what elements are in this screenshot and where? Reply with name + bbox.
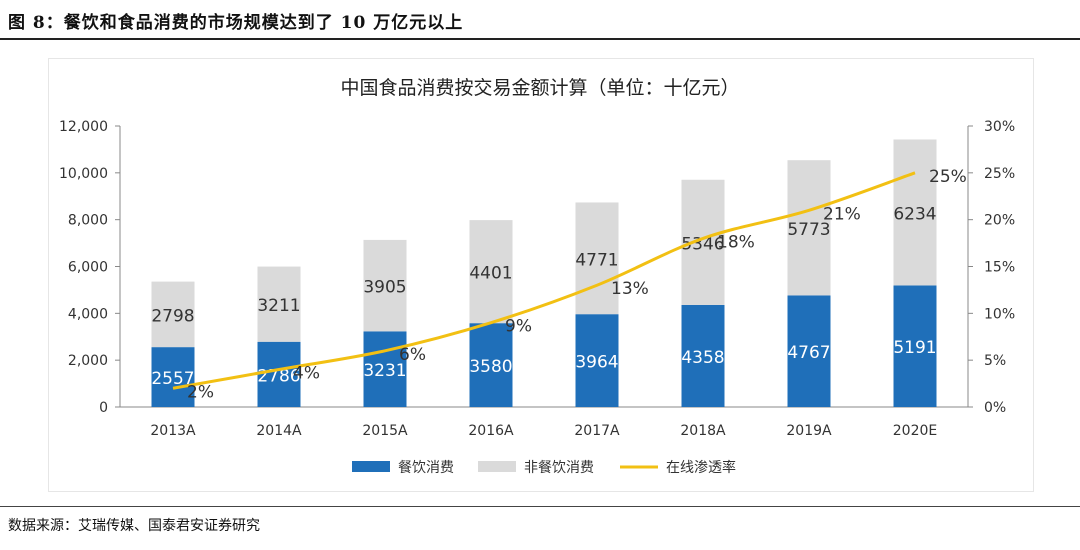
bar-non-dining-label: 4771 <box>575 250 618 270</box>
penetration-label: 21% <box>823 204 861 224</box>
penetration-label: 13% <box>611 279 649 299</box>
bar-non-dining <box>151 281 195 348</box>
left-tick-label: 0 <box>99 400 108 416</box>
chart-frame <box>48 58 1034 492</box>
x-tick-label: 2020E <box>893 423 937 439</box>
left-tick-label: 2,000 <box>68 353 108 369</box>
bar-non-dining-label: 5346 <box>681 234 724 254</box>
penetration-label: 25% <box>929 167 967 187</box>
bar-non-dining <box>469 220 513 324</box>
bar-non-dining-label: 4401 <box>469 264 512 284</box>
bar-dining-label: 3580 <box>469 357 512 377</box>
bar-non-dining-label: 3905 <box>363 278 406 298</box>
legend-swatch <box>478 461 516 472</box>
bar-dining <box>681 304 725 407</box>
bar-dining-label: 3964 <box>575 353 618 373</box>
x-tick-label: 2016A <box>468 423 514 439</box>
stacked-bar-line-chart: 中国食品消费按交易金额计算（单位：十亿元） 0 2,000 4,000 6,000 8,… <box>59 77 1015 476</box>
x-tick-label: 2015A <box>362 423 408 439</box>
right-tick-label: 0% <box>984 400 1006 416</box>
bottom-rule <box>0 506 1080 507</box>
x-tick-label: 2019A <box>786 423 832 439</box>
bar-non-dining-label: 6234 <box>893 204 936 224</box>
chart-title: 中国食品消费按交易金额计算（单位：十亿元） <box>340 77 739 99</box>
bar-non-dining <box>787 160 831 296</box>
x-tick-label: 2013A <box>150 423 196 439</box>
bar-dining-label: 3231 <box>363 361 406 381</box>
right-tick-label: 15% <box>984 260 1015 276</box>
penetration-line-path <box>172 171 916 390</box>
bar-non-dining-label: 3211 <box>257 296 300 316</box>
right-tick-label: 20% <box>984 213 1015 229</box>
legend-label: 非餐饮消费 <box>524 460 594 476</box>
bar-non-dining-label: 2798 <box>151 306 194 326</box>
right-tick-label: 10% <box>984 306 1015 322</box>
legend-swatch <box>352 461 390 472</box>
left-tick-label: 12,000 <box>59 119 108 135</box>
penetration-label: 9% <box>505 317 532 337</box>
bar-dining-label: 2557 <box>151 369 194 389</box>
legend-label: 在线渗透率 <box>666 459 736 476</box>
figure-title: 图 8：餐饮和食品消费的市场规模达到了 10 万亿元以上 <box>8 13 464 33</box>
bar-dining <box>151 347 195 407</box>
bar-dining <box>787 295 831 407</box>
source-note: 数据来源：艾瑞传媒、国泰君安证券研究 <box>8 518 260 534</box>
left-tick-label: 6,000 <box>68 260 108 276</box>
bar-non-dining <box>363 239 407 332</box>
penetration-line: 2% 4% 6% 9% 13% 18% 21% 25% <box>172 167 967 402</box>
penetration-label: 4% <box>293 364 320 384</box>
legend-label: 餐饮消费 <box>398 460 454 476</box>
x-axis-labels: 2013A 2014A 2015A 2016A 2017A 2018A 2019A 2020E <box>150 423 937 439</box>
bar-dining-label: 4358 <box>681 348 724 368</box>
bar-dining-label: 5191 <box>893 338 936 358</box>
top-rule <box>0 38 1080 40</box>
left-tick-label: 8,000 <box>68 213 108 229</box>
bar-dining <box>893 285 937 407</box>
right-tick-label: 25% <box>984 166 1015 182</box>
left-tick-label: 10,000 <box>59 166 108 182</box>
right-tick-label: 5% <box>984 353 1006 369</box>
bar-non-dining <box>575 202 619 315</box>
penetration-label: 18% <box>717 232 755 252</box>
bar-dining <box>363 331 407 407</box>
bar-non-dining-label: 5773 <box>787 220 830 240</box>
bar-dining <box>469 323 513 407</box>
penetration-label: 6% <box>399 345 426 365</box>
bar-dining <box>257 341 301 407</box>
bars: 2557279827863211323139053580440139644771… <box>151 139 937 407</box>
left-tick-label: 4,000 <box>68 306 108 322</box>
bar-dining-label: 4767 <box>787 343 830 363</box>
bar-non-dining <box>893 139 937 286</box>
right-tick-label: 30% <box>984 119 1015 135</box>
bar-non-dining <box>257 266 301 342</box>
right-axis: 0% 5% 10% 15% 20% 25% 30% <box>967 119 1015 416</box>
left-axis: 0 2,000 4,000 6,000 8,000 10,000 12,000 <box>59 119 968 416</box>
x-tick-label: 2018A <box>680 423 726 439</box>
x-tick-label: 2014A <box>256 423 302 439</box>
bar-dining <box>575 314 619 407</box>
x-tick-label: 2017A <box>574 423 620 439</box>
penetration-label: 2% <box>187 382 214 402</box>
legend: 餐饮消费 非餐饮消费 在线渗透率 <box>352 459 736 476</box>
